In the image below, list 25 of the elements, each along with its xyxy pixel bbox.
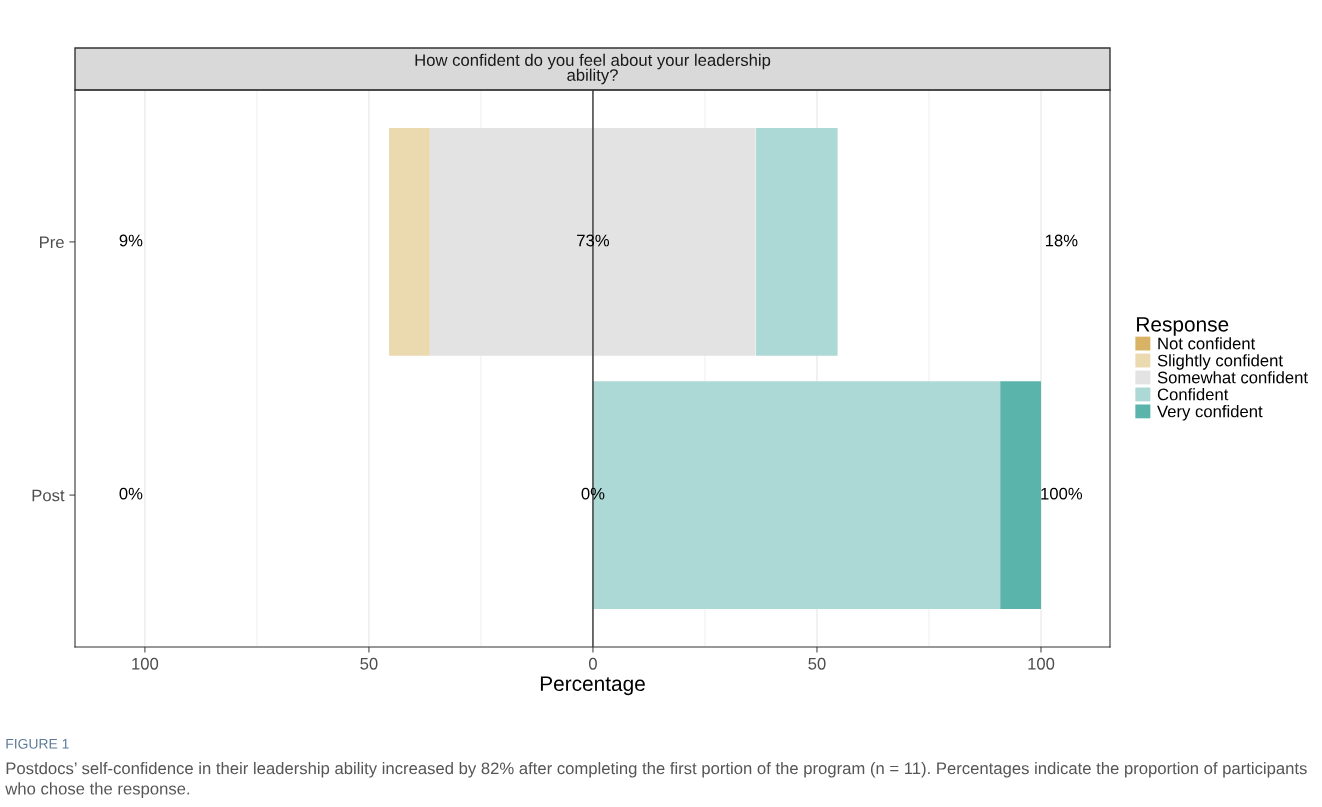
y-tick-label: Pre (40, 236, 64, 249)
legend-label: Not confident (1158, 337, 1256, 350)
annotation: 100% (1041, 487, 1083, 500)
x-tick-label: 50 (808, 657, 826, 670)
caption: FIGURE 1 (6, 738, 69, 749)
legend-label: Slightly confident (1157, 354, 1283, 370)
x-tick-label: 100 (1028, 657, 1055, 670)
annotation: 9% (119, 234, 143, 247)
bar (756, 127, 838, 356)
legend-label: Very confident (1157, 405, 1263, 421)
annotation: 0% (119, 487, 143, 500)
legend-title: Response (1137, 317, 1229, 336)
annotation: 18% (1045, 234, 1078, 247)
x-tick-label: 50 (360, 657, 378, 670)
x-tick-label: 0 (588, 657, 597, 670)
bar (389, 127, 430, 356)
text: Postdocs’ self-confidence in their leadership ability increased by 82% after completing the first portion of the program (n = 11). Percentages indicate the proportion of participants who chose the response. (5, 762, 1307, 798)
bar (1000, 381, 1041, 610)
annotation: 0% (581, 487, 605, 500)
y-tick-label: Post (32, 489, 65, 502)
chart-title: How confident do you feel about your leadership ability? (415, 53, 771, 85)
legend-label: Confident (1157, 388, 1229, 401)
x-axis-title: Percentage (540, 676, 645, 696)
x-tick-label: 100 (132, 657, 159, 670)
legend-label: Somewhat confident (1157, 371, 1308, 384)
